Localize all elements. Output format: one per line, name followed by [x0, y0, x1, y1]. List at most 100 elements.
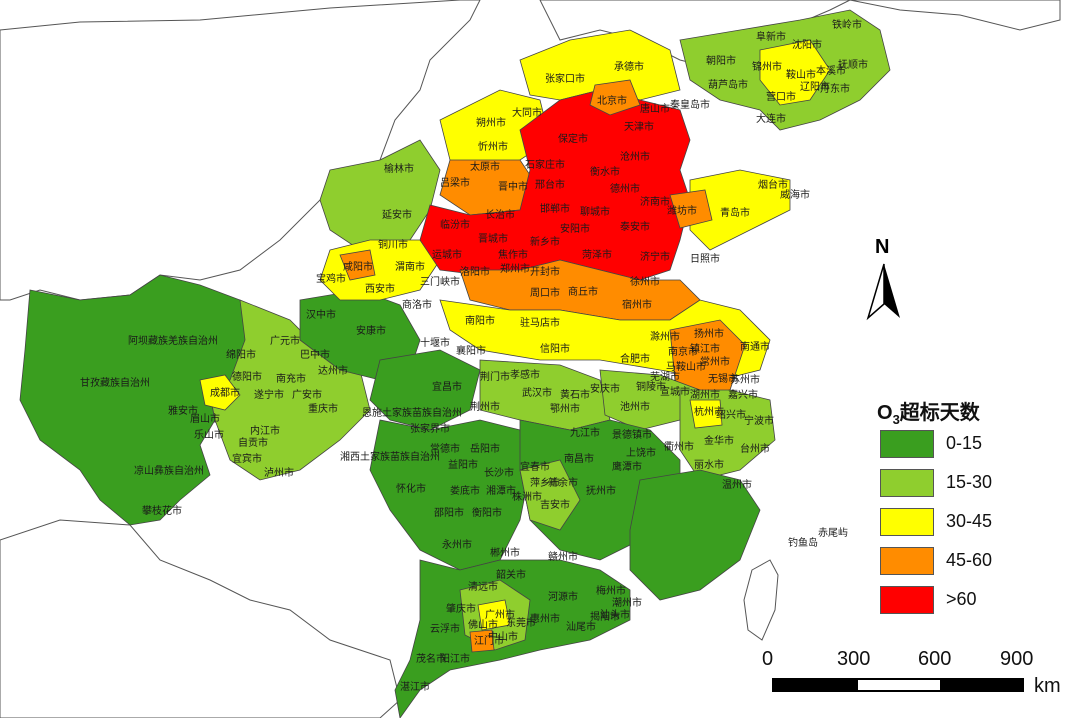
city-label: 达州市: [318, 364, 348, 377]
city-label: 池州市: [620, 400, 650, 413]
city-label: 安阳市: [560, 222, 590, 235]
city-label: 泰安市: [620, 220, 650, 233]
legend-label: >60: [946, 589, 977, 609]
city-label: 南通市: [740, 340, 770, 353]
city-label: 无锡市: [708, 372, 738, 385]
city-label: 丹东市: [820, 82, 850, 95]
city-label: 黄石市: [560, 388, 590, 401]
city-label: 襄阳市: [456, 344, 486, 357]
legend-swatch: [880, 586, 934, 614]
city-label: 抚顺市: [838, 58, 868, 71]
city-label: 景德镇市: [612, 428, 652, 441]
city-label: 张家界市: [410, 422, 450, 435]
city-label: 佛山市: [468, 618, 498, 631]
city-label: 眉山市: [190, 412, 220, 425]
city-label: 上饶市: [626, 446, 656, 459]
legend-swatch: [880, 469, 934, 497]
legend-swatch: [880, 547, 934, 575]
region-shaanxi-north: [319, 139, 441, 251]
city-label: 西安市: [365, 282, 395, 295]
city-label: 湖州市: [690, 388, 720, 401]
city-label: 梅州市: [596, 584, 626, 597]
city-label: 本溪市: [816, 64, 846, 77]
city-label: 吉安市: [540, 498, 570, 511]
city-label: 菏泽市: [582, 248, 612, 261]
city-label: 保定市: [558, 132, 588, 145]
city-label: 商洛市: [402, 298, 432, 311]
city-label: 新乡市: [530, 235, 560, 248]
city-label: 孝感市: [510, 368, 540, 381]
city-label: 恩施土家族苗族自治州: [362, 406, 462, 419]
city-label: 河源市: [548, 590, 578, 603]
city-label: 张家口市: [545, 72, 585, 85]
city-label: 信阳市: [540, 342, 570, 355]
city-label: 揭阳市: [590, 610, 620, 623]
city-label: 临汾市: [440, 218, 470, 231]
city-label: 铁岭市: [832, 18, 862, 31]
city-label: 德州市: [610, 182, 640, 195]
city-label: 承德市: [614, 60, 644, 73]
city-label: 鹰潭市: [612, 460, 642, 473]
legend-item: 45-60: [880, 547, 1050, 577]
region-jiangmen: [469, 629, 495, 653]
city-label: 赣州市: [548, 550, 578, 563]
city-label: 永州市: [442, 538, 472, 551]
city-label: 常德市: [430, 442, 460, 455]
city-label: 新余市: [548, 476, 578, 489]
city-label: 十堰市: [420, 336, 450, 349]
city-label: 肇庆市: [446, 602, 476, 615]
legend-label: 45-60: [946, 550, 993, 570]
city-label: 大同市: [512, 106, 542, 119]
region-fujian: [629, 469, 761, 601]
region-weifang: [669, 189, 713, 229]
city-label: 秦皇岛市: [670, 98, 710, 111]
city-label: 遂宁市: [254, 388, 284, 401]
island-label-diaoyu: 钓鱼岛: [788, 536, 818, 549]
city-label: 乐山市: [194, 428, 224, 441]
city-label: 晋中市: [498, 180, 528, 193]
city-label: 延安市: [382, 208, 412, 221]
city-label: 宝鸡市: [316, 272, 346, 285]
city-label: 潍坊市: [667, 204, 697, 217]
city-label: 江门市: [474, 634, 504, 647]
city-label: 渭南市: [395, 260, 425, 273]
city-label: 郴州市: [490, 546, 520, 559]
city-label: 安庆市: [590, 382, 620, 395]
city-label: 邵阳市: [434, 506, 464, 519]
city-label: 运城市: [432, 248, 462, 261]
city-label: 重庆市: [308, 402, 338, 415]
legend-item: 30-45: [880, 508, 1050, 538]
legend-swatch: [880, 508, 934, 536]
city-label: 雅安市: [168, 404, 198, 417]
city-label: 广元市: [270, 334, 300, 347]
city-label: 岳阳市: [470, 442, 500, 455]
city-label: 东莞市: [506, 616, 536, 629]
city-label: 芜湖市: [650, 370, 680, 383]
city-label: 苏州市: [730, 373, 760, 386]
city-label: 衡阳市: [472, 506, 502, 519]
region-hunan: [369, 419, 531, 571]
city-label: 台州市: [740, 442, 770, 455]
city-label: 长治市: [485, 208, 515, 221]
region-xianyang: [339, 249, 376, 281]
city-label: 荆州市: [470, 400, 500, 413]
region-chengdu: [199, 374, 241, 411]
region-hubei-west: [369, 349, 481, 431]
city-label: 南充市: [276, 372, 306, 385]
city-label: 咸阳市: [343, 260, 373, 273]
city-label: 济南市: [640, 195, 670, 208]
city-label: 忻州市: [478, 140, 508, 153]
taiwan-island: [743, 559, 779, 641]
city-label: 沧州市: [620, 150, 650, 163]
city-label: 烟台市: [758, 178, 788, 191]
city-label: 阳江市: [440, 652, 470, 665]
city-label: 阜新市: [756, 30, 786, 43]
city-label: 太原市: [470, 160, 500, 173]
city-label: 湛江市: [400, 680, 430, 693]
city-label: 潮州市: [612, 596, 642, 609]
city-label: 青岛市: [720, 206, 750, 219]
city-label: 益阳市: [448, 458, 478, 471]
city-label: 德阳市: [232, 370, 262, 383]
